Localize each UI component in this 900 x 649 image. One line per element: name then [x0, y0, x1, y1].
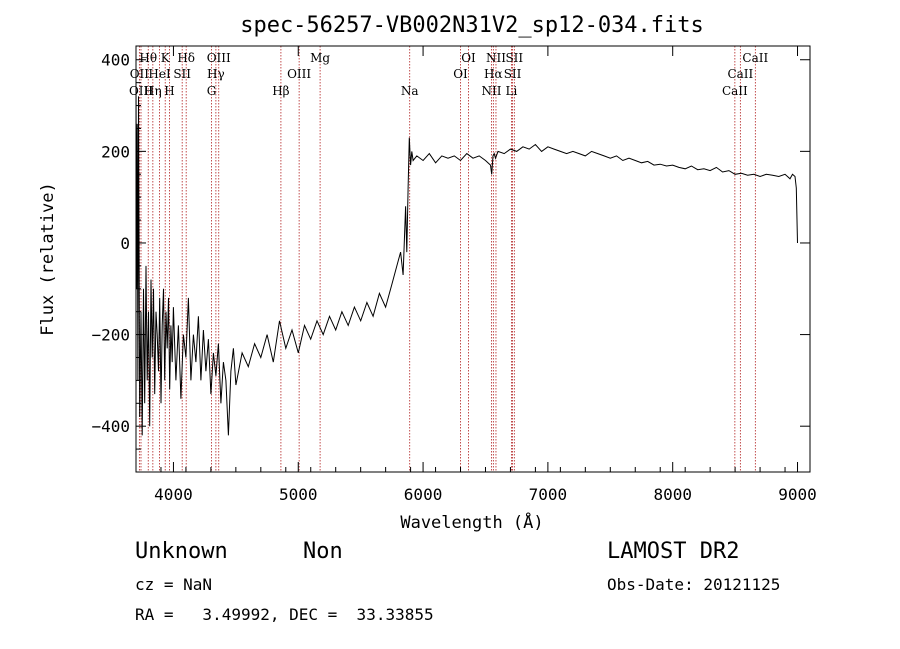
spectrum-series — [135, 78, 798, 436]
line-label-10: Hγ — [207, 67, 225, 81]
emission-line-labels: Hθ OII OIII K HeI Hη Hδ SII H OIII Hγ G Mg OIII Hβ Na OI… — [129, 51, 769, 98]
line-label-16: OI — [461, 51, 476, 65]
line-label-11: G — [207, 84, 217, 98]
line-label-4: HeI — [148, 67, 171, 81]
chart-title: spec-56257-VB002N31V2_sp12-034.fits — [240, 13, 704, 38]
x-tick-label-8000: 8000 — [653, 485, 692, 504]
line-label-6: Hδ — [177, 51, 195, 65]
x-tick-label-7000: 7000 — [529, 485, 568, 504]
x-tick-label-5000: 5000 — [279, 485, 318, 504]
ra-dec: RA = 3.49992, DEC = 33.33855 — [135, 605, 434, 624]
line-label-21: SII — [505, 51, 523, 65]
line-label-12: Mg — [310, 51, 330, 65]
x-tick-label-4000: 4000 — [154, 485, 193, 504]
line-label-5: Hη — [144, 84, 162, 98]
line-label-1: OII — [130, 67, 150, 81]
line-label-17: OI — [453, 67, 468, 81]
redshift-cz: cz = NaN — [135, 575, 213, 594]
line-label-24: CaII — [742, 51, 768, 65]
line-label-23: Li — [506, 84, 518, 98]
line-label-2: OIII — [129, 84, 153, 98]
x-tick-label-6000: 6000 — [404, 485, 443, 504]
line-label-20: NII — [481, 84, 501, 98]
line-label-13: OIII — [287, 67, 311, 81]
line-label-15: Na — [401, 84, 419, 98]
emission-line-markers — [138, 46, 756, 472]
line-label-25: CaII — [727, 67, 753, 81]
y-axis: −400 −200 0 200 400 — [91, 51, 810, 473]
spectrum-line — [135, 78, 798, 436]
object-class: Unknown — [135, 539, 228, 564]
y-tick-label-400: 400 — [101, 51, 130, 70]
line-label-9: OIII — [207, 51, 231, 65]
x-axis: 4000 5000 6000 7000 8000 9000 — [135, 46, 817, 504]
line-label-26: CaII — [722, 84, 748, 98]
line-label-7: SII — [173, 67, 191, 81]
line-label-3: K — [161, 51, 171, 65]
line-label-18: NII — [486, 51, 506, 65]
x-axis-label: Wavelength (Å) — [400, 511, 543, 533]
object-subclass: Non — [303, 539, 343, 564]
y-tick-label--400: −400 — [91, 417, 130, 436]
line-label-0: Hθ — [139, 51, 157, 65]
line-label-14: Hβ — [272, 84, 289, 98]
line-label-22: SII — [504, 67, 522, 81]
x-tick-label-9000: 9000 — [778, 485, 817, 504]
survey-name: LAMOST DR2 — [607, 539, 740, 564]
y-tick-label-0: 0 — [120, 234, 130, 253]
observation-date: Obs-Date: 20121125 — [607, 575, 781, 594]
y-axis-label: Flux (relative) — [38, 182, 58, 336]
y-tick-label--200: −200 — [91, 326, 130, 345]
line-label-19: Hα — [484, 67, 503, 81]
plot-frame — [135, 45, 811, 473]
y-tick-label-200: 200 — [101, 142, 130, 161]
line-label-8: H — [164, 84, 174, 98]
